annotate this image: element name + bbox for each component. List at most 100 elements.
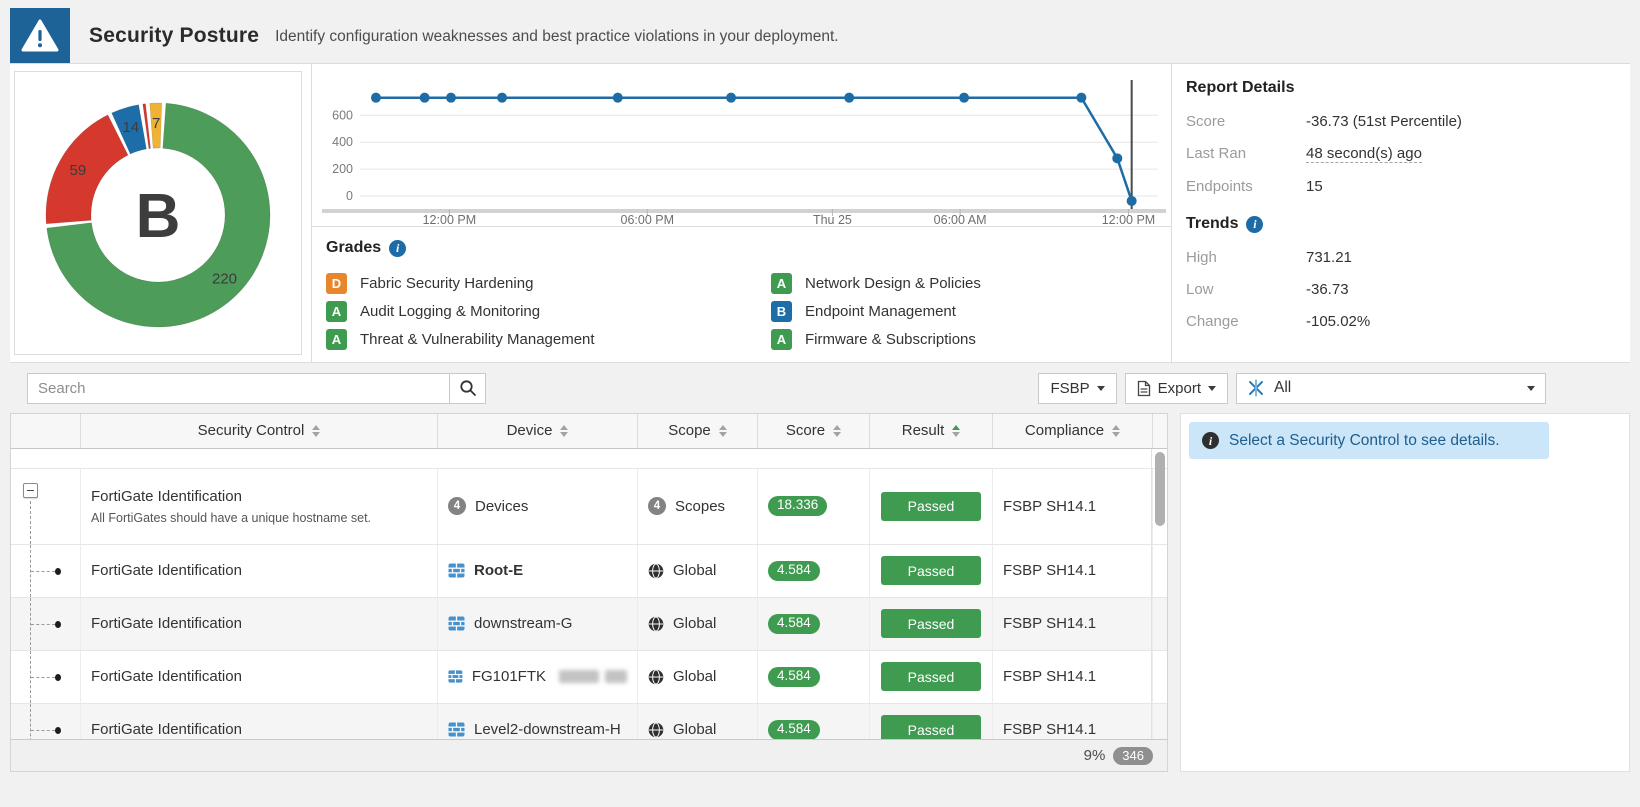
- page-subtitle: Identify configuration weaknesses and be…: [275, 28, 839, 45]
- column-header-score[interactable]: Score: [758, 414, 870, 448]
- trend-data-point[interactable]: [612, 92, 623, 103]
- report-value-endpoints: 15: [1306, 178, 1323, 195]
- security-posture-warning-icon: [10, 8, 70, 63]
- trend-value-low: -36.73: [1306, 281, 1349, 298]
- column-header-label: Score: [785, 422, 826, 440]
- sort-icon: [833, 424, 842, 437]
- compliance-label: FSBP SH14.1: [1003, 497, 1097, 515]
- compliance-label: FSBP SH14.1: [1003, 615, 1097, 633]
- globe-icon: [648, 722, 664, 738]
- grade-item: D Fabric Security Hardening: [326, 269, 771, 297]
- total-count-badge: 346: [1113, 746, 1153, 765]
- grade-item: B Endpoint Management: [771, 297, 1171, 325]
- device-name: FG101FTK: [471, 668, 546, 686]
- trend-data-point[interactable]: [1126, 195, 1137, 206]
- donut-segment[interactable]: [142, 103, 151, 149]
- grade-donut-box: 220 59 14 7 B: [14, 71, 302, 355]
- page-header: Security Posture Identify configuration …: [10, 8, 1630, 63]
- scope-label: Scopes: [675, 497, 726, 515]
- grade-item: A Audit Logging & Monitoring: [326, 297, 771, 325]
- trend-data-point[interactable]: [1076, 92, 1087, 103]
- donut-segment[interactable]: [111, 104, 147, 155]
- fsbp-dropdown-button[interactable]: FSBP: [1038, 372, 1117, 404]
- device-name: Root-E: [474, 562, 524, 580]
- grade-item: A Firmware & Subscriptions: [771, 325, 1171, 353]
- grade-donut-chart[interactable]: 220 59 14 7 B: [19, 71, 297, 355]
- table-row[interactable]: FortiGate Identification downstream-G Glob…: [11, 597, 1167, 651]
- globe-icon: [648, 669, 664, 685]
- trends-info-icon[interactable]: [1246, 215, 1264, 233]
- export-dropdown-button[interactable]: Export: [1124, 372, 1228, 404]
- trend-data-point[interactable]: [497, 92, 508, 103]
- donut-segment-label: 59: [70, 162, 87, 179]
- scrollbar-gutter-cell: [1153, 598, 1167, 650]
- column-header-scope[interactable]: Scope: [638, 414, 758, 448]
- detail-panel: Select a Security Control to see details…: [1180, 413, 1630, 772]
- report-row-last-ran: Last Ran 48 second(s) ago: [1186, 145, 1620, 163]
- column-header-security-control[interactable]: Security Control: [81, 414, 438, 448]
- tree-line: [31, 570, 55, 572]
- search-icon: [459, 380, 476, 396]
- report-details-panel: Report Details Score -36.73 (51st Percen…: [1172, 64, 1630, 362]
- scope-label: Global: [673, 615, 717, 633]
- scope-count-badge: 4: [648, 497, 666, 516]
- grade-letter-badge: A: [771, 328, 792, 350]
- scrollbar-column-header: [1153, 414, 1167, 448]
- export-label: Export: [1157, 379, 1201, 397]
- score-trend-line: [376, 96, 1133, 202]
- report-label: Last Ran: [1186, 145, 1247, 162]
- column-header-result[interactable]: Result: [870, 414, 993, 448]
- score-trend-chart[interactable]: 0 200 400 600 12:00 PM 06:00 PM Thu 25 06:00 AM…: [320, 74, 1168, 227]
- trend-label: Change: [1186, 313, 1239, 330]
- fabric-scope-select[interactable]: All: [1236, 372, 1546, 404]
- trend-data-point[interactable]: [1112, 153, 1123, 164]
- overall-grade-label: B: [136, 182, 181, 251]
- column-header-compliance[interactable]: Compliance: [993, 414, 1153, 448]
- table-row[interactable]: FortiGate Identification All FortiGates s…: [11, 468, 1167, 545]
- result-badge: Passed: [881, 715, 981, 740]
- security-controls-table: Security Control Device Scope Score Result Co…: [10, 413, 1168, 772]
- security-control-name: FortiGate Identification: [91, 487, 242, 505]
- trend-data-point[interactable]: [726, 92, 737, 103]
- column-header-device[interactable]: Device: [438, 414, 638, 448]
- sort-icon: [1112, 424, 1121, 437]
- trend-data-point[interactable]: [370, 92, 381, 103]
- trend-label: High: [1186, 249, 1217, 266]
- x-axis-tick-label: 12:00 PM: [1102, 213, 1156, 226]
- alert-message: Select a Security Control to see details…: [1229, 431, 1500, 449]
- search-input[interactable]: [27, 372, 450, 404]
- donut-segment[interactable]: [149, 102, 163, 149]
- table-row[interactable]: FortiGate Identification FG101FTK Global 4.…: [11, 650, 1167, 704]
- x-axis-tick-label: 06:00 AM: [934, 213, 987, 226]
- donut-segment[interactable]: [45, 114, 129, 225]
- tree-node-bullet: [55, 726, 61, 734]
- table-header-row: Security Control Device Scope Score Result Co…: [11, 414, 1167, 449]
- report-value-last-ran[interactable]: 48 second(s) ago: [1306, 145, 1422, 163]
- trend-data-point[interactable]: [844, 92, 855, 103]
- grade-letter-badge: A: [326, 300, 347, 322]
- tree-node-bullet: [55, 673, 61, 681]
- compliance-label: FSBP SH14.1: [1003, 721, 1097, 739]
- trend-data-point[interactable]: [445, 92, 456, 103]
- grade-category-label: Fabric Security Hardening: [360, 274, 534, 292]
- table-row[interactable]: FortiGate Identification Level2-downstrea…: [11, 703, 1167, 740]
- grade-item: A Network Design & Policies: [771, 269, 1171, 297]
- fortigate-device-icon: [448, 722, 465, 737]
- grades-info-icon[interactable]: [389, 239, 407, 257]
- donut-segment-label: 7: [152, 115, 160, 132]
- grade-category-label: Endpoint Management: [805, 302, 956, 320]
- result-badge: Passed: [881, 491, 981, 521]
- vertical-scrollbar-thumb[interactable]: [1155, 451, 1165, 526]
- table-footer: 9% 346: [11, 739, 1167, 771]
- table-row[interactable]: FortiGate Identification Root-E Global 4.58…: [11, 544, 1167, 598]
- trend-data-point[interactable]: [959, 92, 970, 103]
- column-header-label: Compliance: [1024, 422, 1105, 440]
- collapse-icon[interactable]: [23, 482, 38, 498]
- trend-data-point[interactable]: [419, 92, 430, 103]
- scrollbar-gutter-cell: [1153, 704, 1167, 739]
- search-button[interactable]: [450, 372, 486, 404]
- donut-segment[interactable]: [46, 102, 271, 328]
- grade-donut-section: 220 59 14 7 B: [10, 64, 312, 362]
- trend-and-grades-section: 0 200 400 600 12:00 PM 06:00 PM Thu 25 06:00 AM…: [312, 64, 1172, 362]
- expand-column-header: [11, 414, 81, 448]
